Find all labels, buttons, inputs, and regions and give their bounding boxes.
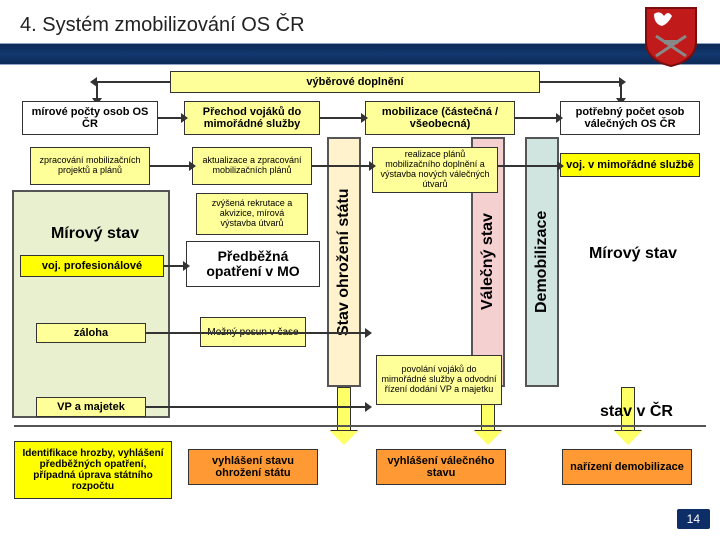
arr-prof bbox=[164, 265, 184, 267]
emblem-icon bbox=[642, 6, 700, 68]
vlabel-valecny: Válečný stav bbox=[471, 137, 505, 387]
box-mobilizace: mobilizace (částečná / všeobecná) bbox=[365, 101, 515, 135]
arr-r2-a bbox=[150, 165, 190, 167]
box-zaloha: záloha bbox=[36, 323, 146, 343]
box-povolani: povolání vojáků do mimořádné služby a od… bbox=[376, 355, 502, 405]
arr-r1-a bbox=[158, 117, 182, 119]
box-vyhlaseni-ohrozeni: vyhlášení stavu ohrožení státu bbox=[188, 449, 318, 485]
box-aktualizace: aktualizace a zpracování mobilizačních p… bbox=[192, 147, 312, 185]
label-stav-cr: stav v ČR bbox=[600, 403, 673, 421]
vlabel-demobilizace: Demobilizace bbox=[525, 137, 559, 387]
arrow-ohrozeni-down bbox=[330, 387, 358, 445]
arrow-right bbox=[540, 81, 620, 83]
arr-r1-b bbox=[320, 117, 362, 119]
box-demobilizace: nařízení demobilizace bbox=[562, 449, 692, 485]
top-strip: výběrové doplnění bbox=[170, 71, 540, 93]
header: 4. Systém zmobilizování OS ČR bbox=[0, 0, 720, 43]
box-prechod: Přechod vojáků do mimořádné služby bbox=[184, 101, 320, 135]
arr-r2-c bbox=[498, 165, 558, 167]
box-vyhlaseni-valecneho: vyhlášení válečného stavu bbox=[376, 449, 506, 485]
box-identifikace: Identifikace hrozby, vyhlášení předběžný… bbox=[14, 441, 172, 499]
box-predbezna: Předběžná opatření v MO bbox=[186, 241, 320, 287]
arrow-down-left bbox=[96, 81, 98, 99]
arr-zaloha bbox=[146, 332, 366, 334]
arr-r1-c bbox=[515, 117, 557, 119]
page-title: 4. Systém zmobilizování OS ČR bbox=[20, 14, 700, 37]
timeline bbox=[14, 425, 706, 427]
label-mirovy-stav-right: Mírový stav bbox=[568, 245, 698, 263]
label-mirovy-stav-left: Mírový stav bbox=[20, 225, 170, 243]
arrow-left bbox=[96, 81, 170, 83]
arr-vp bbox=[146, 406, 366, 408]
vlabel-stav-ohrozeni: Stav ohrožení státu bbox=[327, 137, 361, 387]
page-number: 14 bbox=[677, 509, 710, 529]
box-voj-mimoradne: voj. v mimořádné službě bbox=[560, 153, 700, 177]
box-vp-majetek: VP a majetek bbox=[36, 397, 146, 417]
box-zvysena: zvýšená rekrutace a akvizice, mírová výs… bbox=[196, 193, 308, 235]
arr-r2-b bbox=[312, 165, 370, 167]
box-zprac: zpracování mobilizačních projektů a plán… bbox=[30, 147, 150, 185]
box-mirove-pocty: mírové počty osob OS ČR bbox=[22, 101, 158, 135]
arrow-down-right bbox=[620, 81, 622, 99]
diagram-canvas: výběrové doplnění mírové počty osob OS Č… bbox=[0, 65, 720, 535]
title-bar bbox=[0, 43, 720, 65]
box-potrebny: potřebný počet osob válečných OS ČR bbox=[560, 101, 700, 135]
box-profesionalove: voj. profesionálové bbox=[20, 255, 164, 277]
